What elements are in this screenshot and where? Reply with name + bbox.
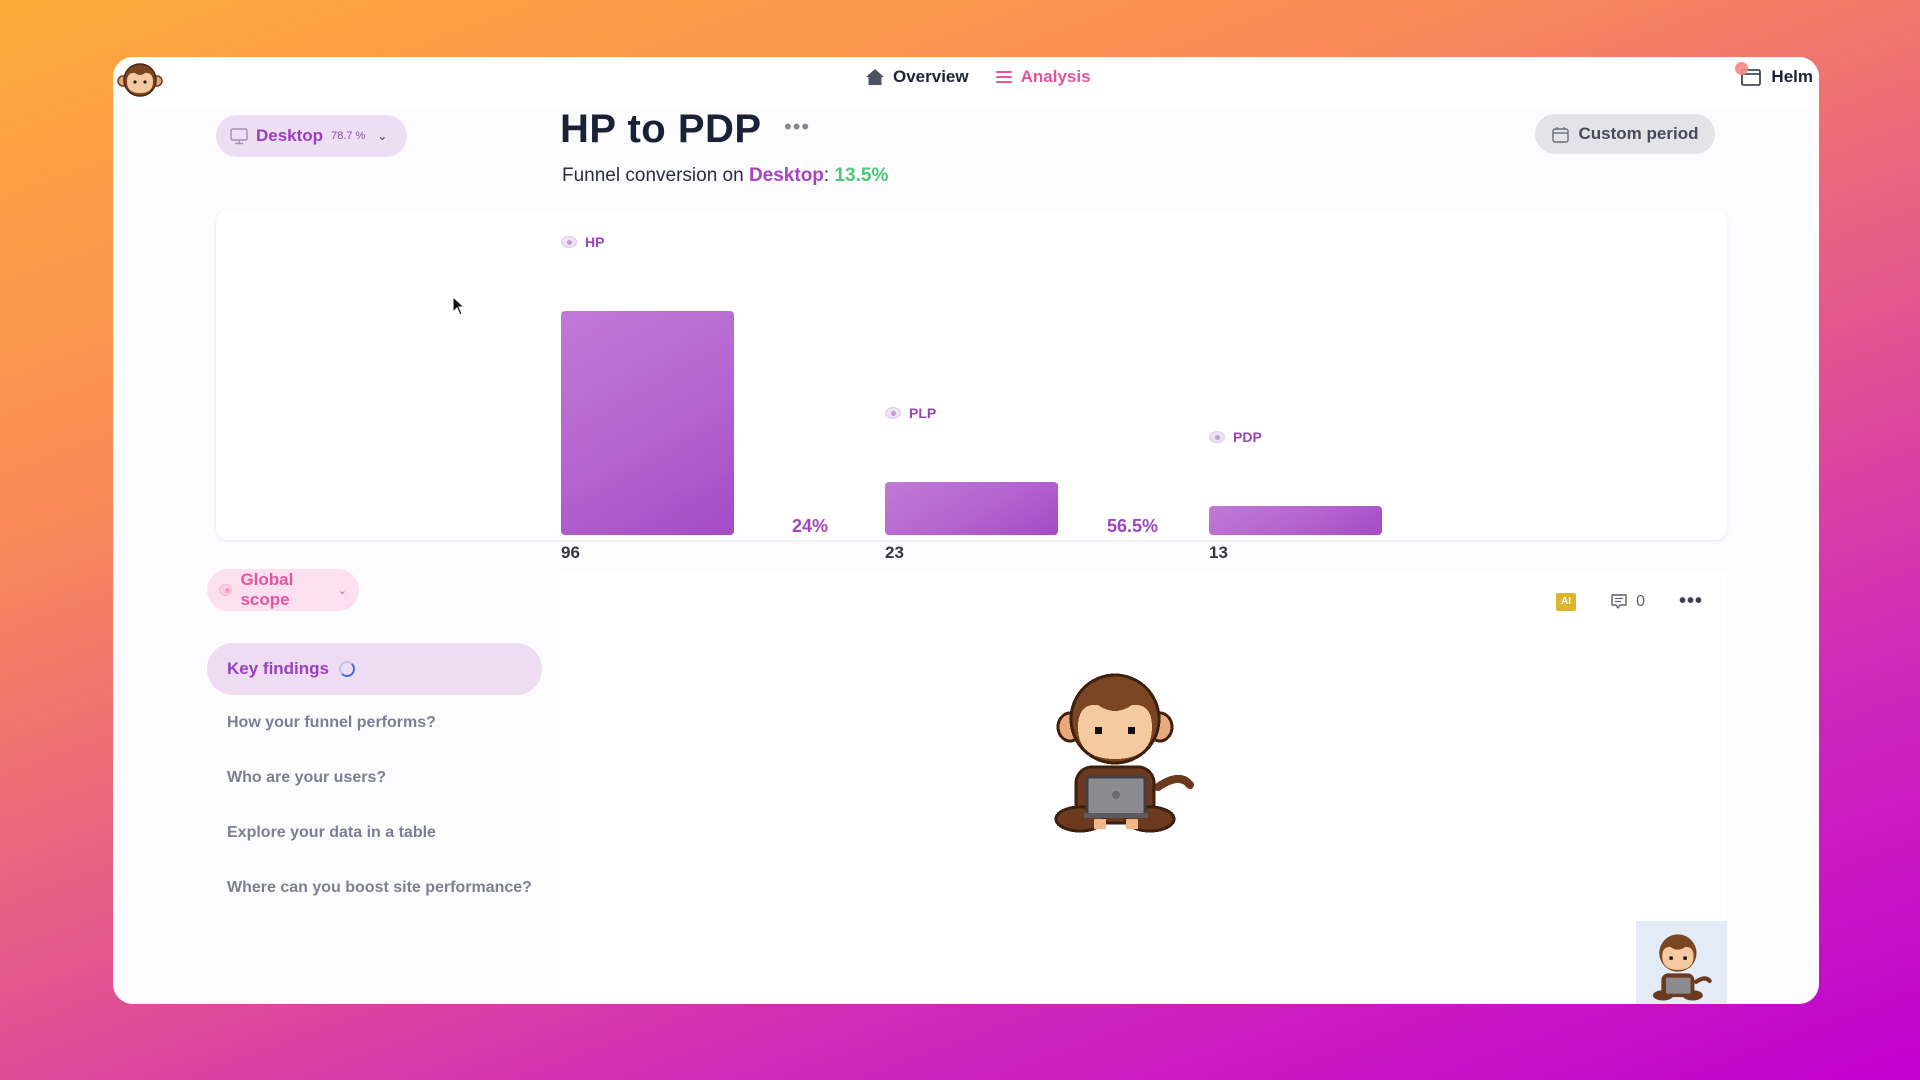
- key-findings-label: Key findings: [227, 659, 330, 678]
- custom-period-label: Custom period: [1578, 124, 1699, 143]
- top-bar: Overview Analysis Helm: [113, 57, 1819, 109]
- monkey-logo-icon[interactable]: [117, 60, 163, 100]
- monitor-icon: [230, 127, 248, 144]
- panel-actions: AI 0 •••: [1556, 590, 1703, 613]
- comment-count: 0: [1636, 592, 1645, 610]
- funnel-conversion-summary: Funnel conversion on Desktop: 13.5%: [562, 165, 888, 187]
- step-rate-hp-plp: 24%: [792, 516, 829, 536]
- page-title-row: HP to PDP •••: [560, 107, 810, 152]
- summary-device: Desktop: [748, 165, 824, 186]
- step-rate-plp-pdp: 56.5%: [1107, 516, 1159, 536]
- more-options-icon[interactable]: •••: [1678, 590, 1703, 612]
- sidebar-item-funnel-performance[interactable]: How your funnel performs?: [227, 713, 436, 731]
- funnel-bar-pdp[interactable]: [1209, 506, 1382, 535]
- list-icon: [995, 71, 1012, 83]
- funnel-bar-plp[interactable]: [885, 482, 1058, 535]
- notification-dot: [1735, 62, 1749, 75]
- nav-analysis-label: Analysis: [1020, 67, 1091, 86]
- step-label-hp[interactable]: HP: [561, 234, 604, 250]
- device-selector[interactable]: Desktop 78.7 % ⌄: [216, 115, 407, 157]
- monkey-laptop-thumbnail-icon: [1652, 934, 1712, 1001]
- sidebar-item-users[interactable]: Who are your users?: [227, 768, 387, 786]
- device-share: 78.7 %: [331, 130, 366, 142]
- calendar-icon: [1551, 126, 1569, 143]
- workspace-switcher[interactable]: Helm: [1735, 62, 1813, 87]
- comment-icon: [1611, 593, 1627, 609]
- summary-prefix: Funnel conversion on: [562, 165, 749, 186]
- insights-panel: AI 0 •••: [560, 570, 1727, 1004]
- workspace-label: Helm: [1771, 67, 1813, 86]
- summary-sep: :: [823, 165, 835, 186]
- summary-conversion-value: 13.5%: [834, 165, 889, 186]
- eye-icon: [219, 584, 233, 596]
- step-count-hp: 96: [561, 543, 580, 562]
- more-options-icon[interactable]: •••: [784, 114, 811, 139]
- mouse-cursor-icon: [452, 296, 466, 316]
- chevron-down-icon: ⌄: [337, 584, 347, 597]
- home-icon: [866, 69, 884, 85]
- monkey-laptop-loading-icon: [1054, 673, 1194, 833]
- eye-icon: [1209, 431, 1225, 443]
- page-title: HP to PDP: [560, 107, 762, 151]
- chevron-down-icon: ⌄: [377, 129, 388, 143]
- nav-analysis[interactable]: Analysis: [995, 67, 1091, 87]
- loading-spinner-icon: [339, 661, 356, 677]
- funnel-bar-hp[interactable]: [561, 311, 734, 535]
- step-label-plp[interactable]: PLP: [885, 405, 936, 421]
- nav-overview-label: Overview: [893, 67, 969, 86]
- step-count-plp: 23: [885, 543, 904, 562]
- step-name: PDP: [1233, 429, 1262, 445]
- main-nav: Overview Analysis: [865, 67, 1091, 87]
- ai-icon[interactable]: AI: [1556, 592, 1577, 611]
- step-name: HP: [585, 234, 605, 250]
- insights-sidebar: Key findings How your funnel performs? W…: [207, 643, 542, 915]
- sidebar-item-data-table[interactable]: Explore your data in a table: [227, 823, 436, 841]
- comments-button[interactable]: 0: [1610, 593, 1645, 611]
- step-count-pdp: 13: [1209, 543, 1228, 562]
- eye-icon: [885, 407, 901, 419]
- sidebar-item-site-performance[interactable]: Where can you boost site performance?: [227, 878, 532, 896]
- eye-icon: [561, 236, 577, 248]
- scope-selector[interactable]: Global scope ⌄: [207, 569, 359, 611]
- step-label-pdp[interactable]: PDP: [1209, 429, 1262, 445]
- monkey-thumbnail[interactable]: [1636, 921, 1727, 1004]
- custom-period-button[interactable]: Custom period: [1535, 114, 1715, 154]
- app-window: Overview Analysis Helm: [113, 57, 1819, 1004]
- step-name: PLP: [909, 405, 937, 421]
- scope-label: Global scope: [240, 570, 294, 609]
- nav-overview[interactable]: Overview: [865, 67, 969, 87]
- device-label: Desktop: [256, 126, 324, 145]
- sidebar-item-key-findings[interactable]: Key findings: [207, 643, 542, 695]
- funnel-chart: HP 96 24% PLP 23 56.5% PDP 13: [216, 210, 1727, 562]
